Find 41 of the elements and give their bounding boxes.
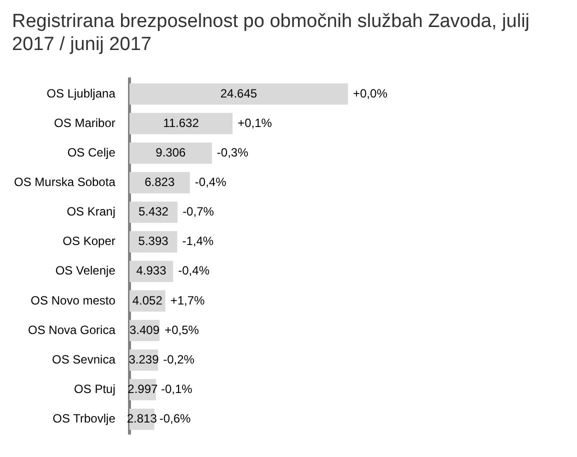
y-tick-label: OS Trbovlje bbox=[52, 412, 116, 426]
y-tick-label: OS Maribor bbox=[54, 116, 116, 130]
y-tick-label: OS Ptuj bbox=[74, 382, 116, 396]
bar bbox=[129, 83, 348, 105]
chart-title: Registrirana brezposelnost po območnih službah Zavoda, julij 2017 / junij 2017 bbox=[12, 10, 531, 56]
annotation: -0,4% bbox=[178, 264, 210, 278]
annotation: +0,5% bbox=[164, 322, 200, 337]
data-label: 6.823 bbox=[144, 174, 175, 189]
data-label: 5.432 bbox=[138, 204, 169, 219]
annotation: -0,1% bbox=[160, 382, 193, 396]
annotation: -0,2% bbox=[163, 352, 195, 366]
y-tick-label: OS Ljubljana bbox=[46, 86, 116, 100]
y-tick-label: OS Sevnica bbox=[52, 352, 116, 366]
data-label: 5.393 bbox=[138, 234, 169, 248]
data-label: 24.645 bbox=[220, 86, 258, 100]
annotation: +0,1% bbox=[238, 116, 272, 130]
annotation: -0,3% bbox=[216, 145, 249, 160]
y-tick-label: OS Koper bbox=[62, 234, 116, 248]
y-tick-label: OS Celje bbox=[67, 145, 116, 160]
y-tick-label: OS Novo mesto bbox=[30, 293, 116, 308]
annotation: +1,7% bbox=[170, 293, 206, 308]
data-label: 2.813 bbox=[126, 412, 158, 426]
data-label: 4.052 bbox=[132, 293, 163, 308]
data-label: 3.239 bbox=[128, 352, 160, 366]
bar bbox=[129, 172, 190, 194]
data-label: 4.933 bbox=[136, 264, 167, 278]
annotation: +0,0% bbox=[353, 86, 388, 100]
y-tick-label: OS Nova Gorica bbox=[28, 322, 116, 337]
data-label: 3.409 bbox=[129, 322, 160, 337]
data-label: 9.306 bbox=[156, 145, 186, 160]
annotation: -0,6% bbox=[159, 412, 192, 426]
annotation: -0,4% bbox=[194, 174, 227, 189]
data-label: 11.632 bbox=[163, 116, 200, 130]
annotation: -1,4% bbox=[182, 234, 214, 248]
bar bbox=[129, 142, 212, 164]
data-label: 2.997 bbox=[128, 382, 158, 396]
y-tick-label: OS Murska Sobota bbox=[14, 174, 116, 189]
y-tick-label: OS Velenje bbox=[55, 264, 116, 278]
bar bbox=[129, 112, 233, 134]
annotation: -0,7% bbox=[182, 204, 214, 219]
y-tick-label: OS Kranj bbox=[66, 204, 116, 219]
